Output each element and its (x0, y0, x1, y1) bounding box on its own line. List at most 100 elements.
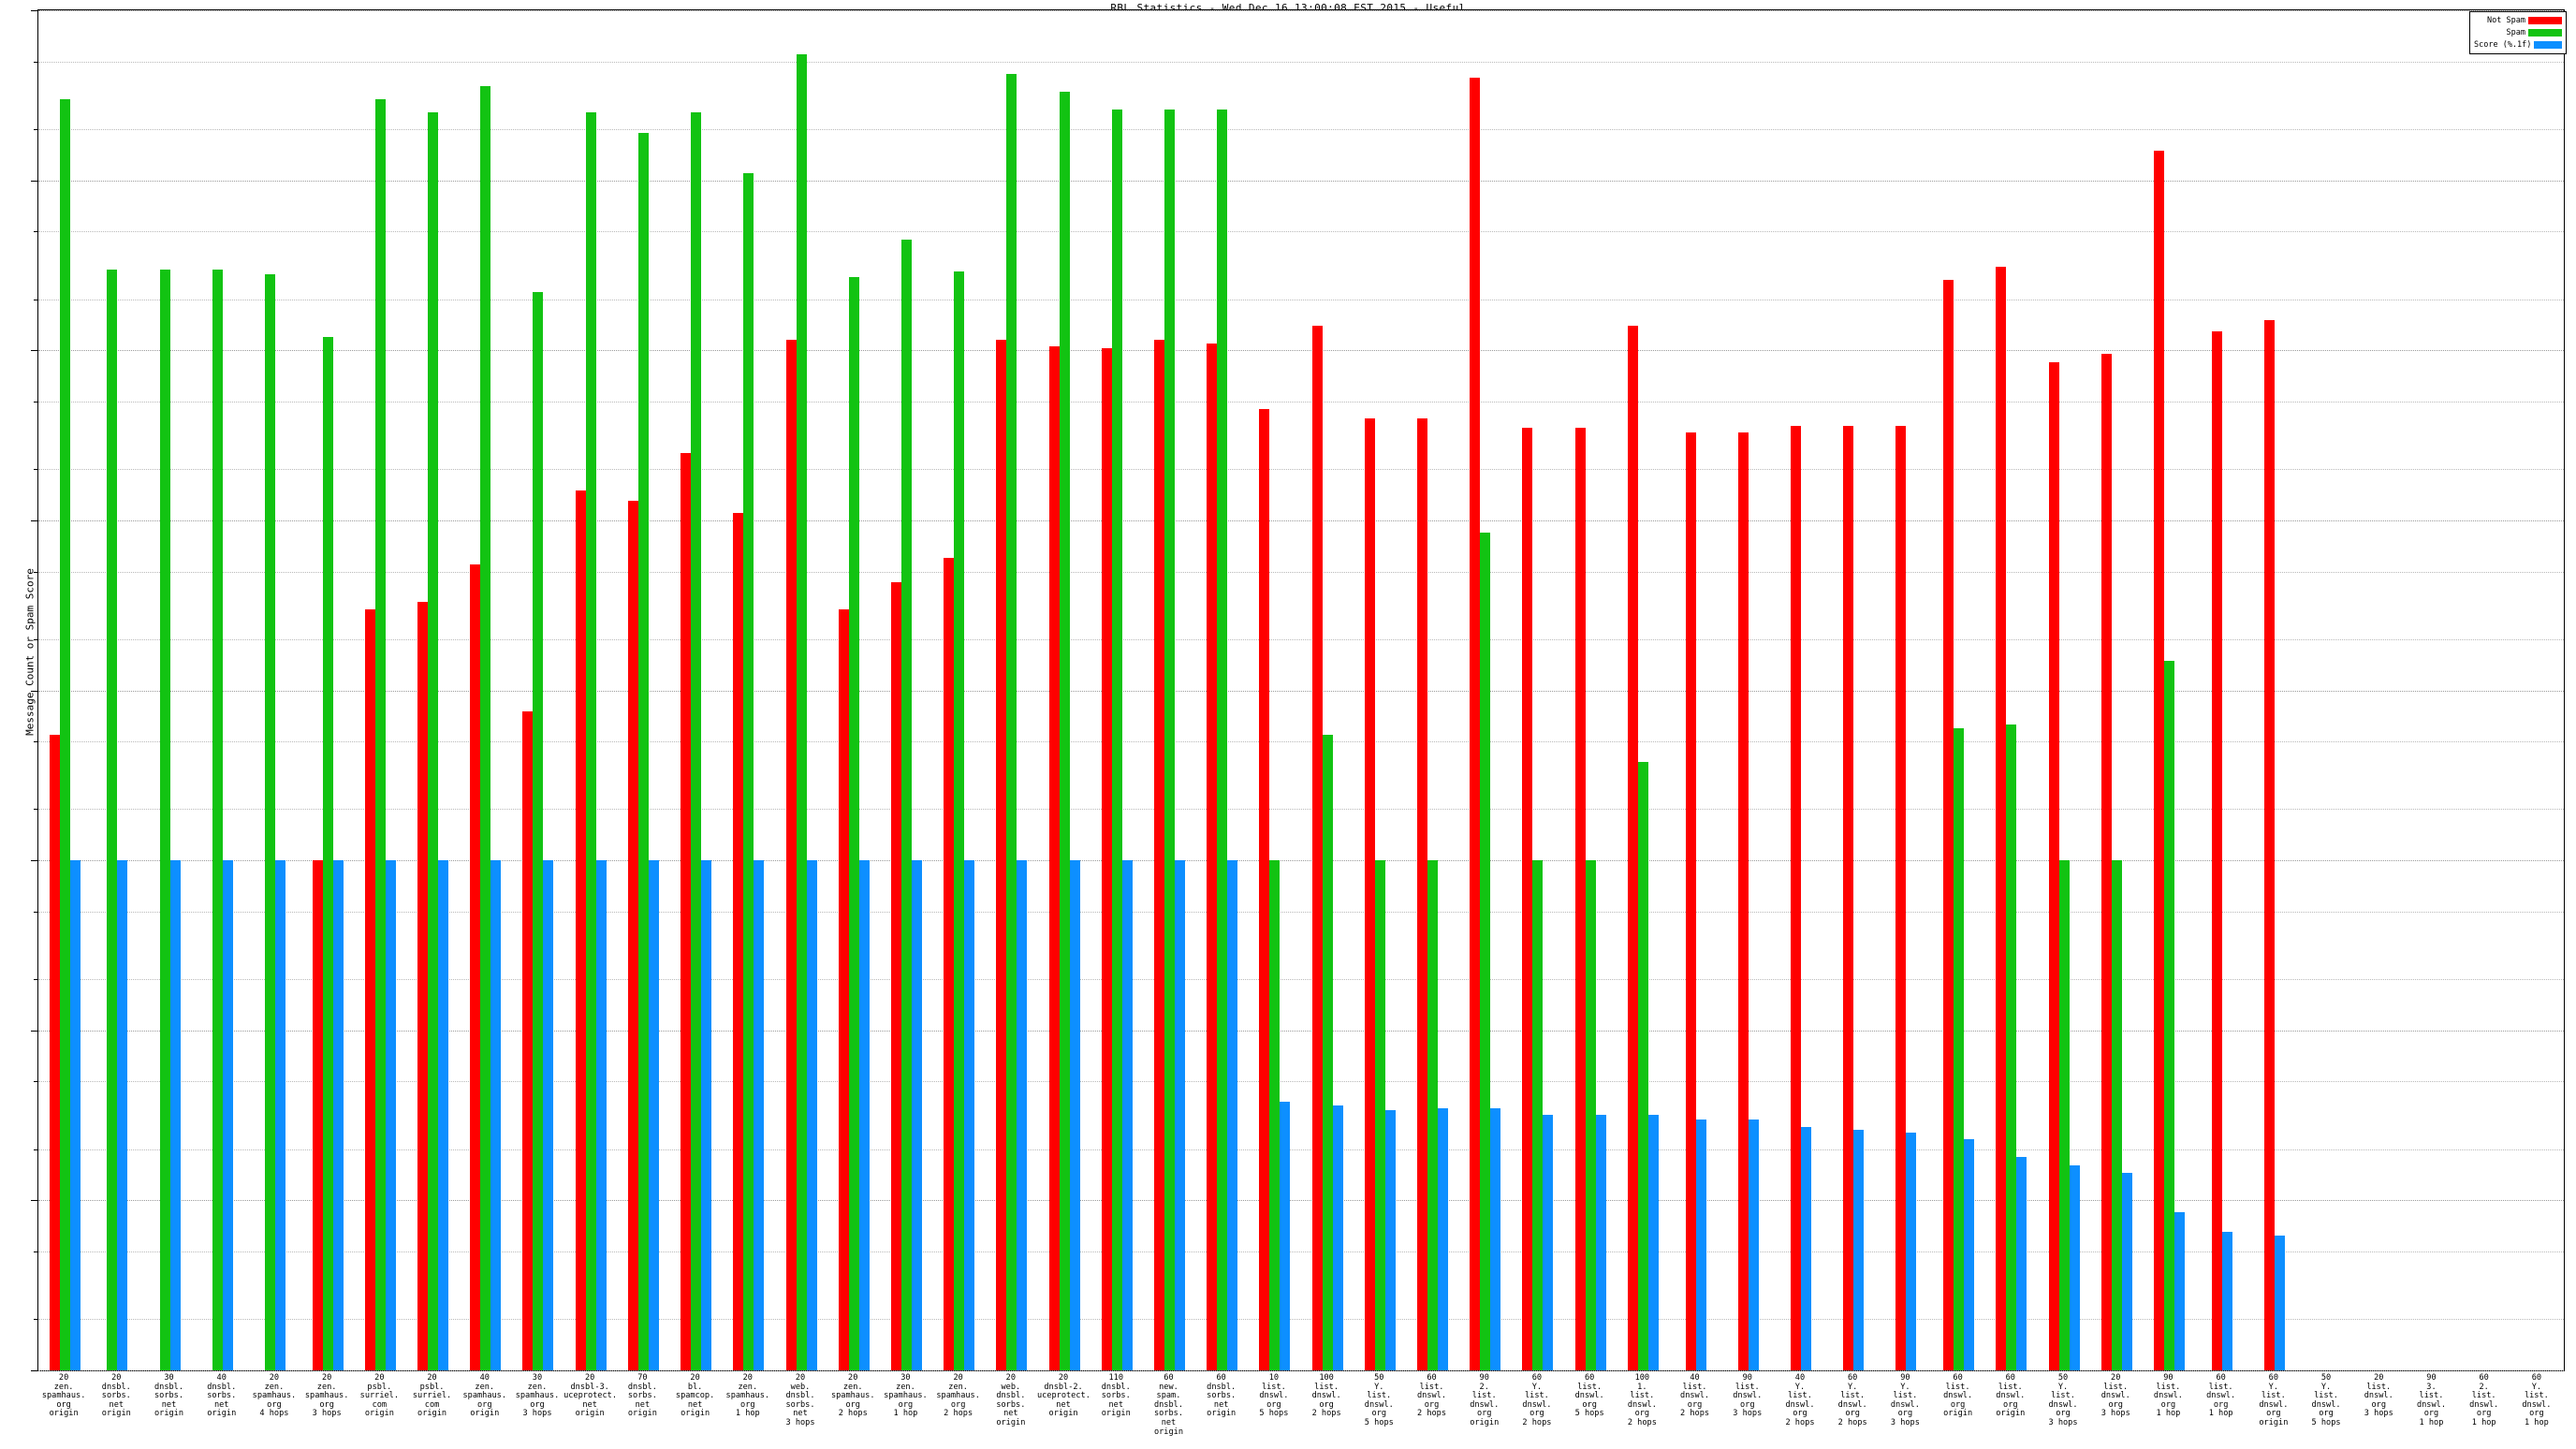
bar-spam (480, 85, 491, 1370)
bar-notspam (890, 582, 901, 1370)
x-tick-label: 60 list. dnswl. org origin (1943, 1373, 1973, 1419)
bar-spam (1427, 860, 1439, 1370)
bar-spam (374, 98, 386, 1370)
x-tick-label: 60 dnsbl. sorbs. net origin (1207, 1373, 1237, 1419)
x-tick-label: 60 list. dnswl. org 1 hop (2206, 1373, 2236, 1419)
bar-score (2121, 1173, 2132, 1370)
bar-spam (107, 269, 118, 1370)
gridline-major (38, 520, 2564, 521)
bar-spam (2006, 724, 2017, 1370)
bar-score (117, 860, 128, 1370)
bar-notspam (944, 558, 955, 1370)
bar-notspam (1101, 347, 1112, 1370)
bar-score (438, 860, 449, 1370)
legend-label-spam: Spam (2506, 27, 2525, 37)
y-tick (31, 350, 38, 352)
legend-item-score: Score (%.1f) (2474, 39, 2562, 50)
y-tick (34, 61, 38, 63)
bar-score (595, 860, 607, 1370)
legend-label-score: Score (%.1f) (2474, 39, 2532, 50)
gridline-minor (38, 469, 2564, 471)
gridline-minor (38, 638, 2564, 640)
y-tick (34, 1149, 38, 1150)
gridline-minor (38, 128, 2564, 130)
x-tick-label: 100 1. list. dnswl. org 2 hops (1627, 1373, 1657, 1427)
bar-score (1906, 1133, 1917, 1370)
bar-score (1490, 1107, 1501, 1370)
bar-notspam (2100, 354, 2112, 1370)
bar-notspam (2263, 320, 2275, 1370)
bar-notspam (1627, 325, 1638, 1370)
x-tick-label: 60 list. dnswl. org 2 hops (1416, 1373, 1447, 1419)
y-tick (31, 860, 38, 862)
bar-score (1069, 860, 1080, 1370)
x-tick-label: 60 2. list. dnswl. org 1 hop (2469, 1373, 2499, 1427)
y-tick (34, 469, 38, 471)
x-tick-label: 110 dnsbl. sorbs. net origin (1101, 1373, 1131, 1419)
bar-score (1595, 1114, 1606, 1370)
bar-score (1748, 1119, 1759, 1370)
bar-notspam (838, 608, 849, 1370)
bar-score (1853, 1130, 1865, 1370)
bar-score (2016, 1157, 2027, 1370)
bar-notspam (2211, 330, 2222, 1370)
x-tick-label: 50 Y. list. dnswl. org 5 hops (1364, 1373, 1394, 1427)
bar-notspam (312, 860, 323, 1370)
gridline-major (38, 690, 2564, 692)
bar-spam (585, 112, 596, 1370)
bar-score (2174, 1212, 2185, 1370)
bar-notspam (1470, 78, 1481, 1370)
bar-notspam (733, 513, 744, 1370)
bar-notspam (627, 501, 638, 1370)
y-tick (34, 809, 38, 811)
bar-score (332, 860, 344, 1370)
x-tick-label: 60 Y. list. dnswl. org origin (2259, 1373, 2289, 1427)
bar-spam (59, 98, 70, 1370)
bar-score (911, 860, 922, 1370)
x-tick-label: 20 list. dnswl. org 3 hops (2100, 1373, 2130, 1419)
bar-score (2274, 1236, 2285, 1370)
bar-score (1017, 860, 1028, 1370)
x-tick-label: 70 dnsbl. sorbs. net origin (627, 1373, 657, 1419)
y-tick (34, 128, 38, 130)
y-tick (34, 638, 38, 640)
x-tick-label: 20 zen. spamhaus. org 4 hops (252, 1373, 297, 1419)
gridline-minor (38, 231, 2564, 233)
gridline-major (38, 1200, 2564, 1202)
legend-label-notspam: Not Spam (2487, 15, 2525, 25)
bar-score (69, 860, 80, 1370)
gridline-major (38, 180, 2564, 182)
bar-score (169, 860, 181, 1370)
bar-spam (2058, 860, 2070, 1370)
x-tick-label: 20 zen. spamhaus. org 1 hop (725, 1373, 770, 1419)
x-tick-label: 10 list. dnswl. org 5 hops (1259, 1373, 1289, 1419)
gridline-minor (38, 979, 2564, 981)
y-tick (31, 180, 38, 182)
bar-spam (212, 269, 223, 1370)
bar-notspam (1207, 343, 1218, 1370)
bar-notspam (575, 490, 586, 1370)
bar-notspam (1790, 425, 1801, 1370)
x-tick-label: 90 Y. list. dnswl. org 3 hops (1890, 1373, 1920, 1427)
bar-score (490, 860, 502, 1370)
bar-notspam (1417, 417, 1428, 1370)
bar-notspam (470, 564, 481, 1370)
bar-notspam (364, 608, 375, 1370)
bar-spam (637, 133, 649, 1370)
gridline-minor (38, 809, 2564, 811)
gridline-minor (38, 1251, 2564, 1253)
x-tick-label: 60 new. spam. dnsbl. sorbs. net origin (1153, 1373, 1183, 1437)
y-tick (34, 1319, 38, 1321)
bar-score (1800, 1127, 1811, 1370)
y-tick (31, 10, 38, 11)
x-axis-labels: 20 zen. spamhaus. org origin 20 dnsbl. so… (37, 1373, 2565, 1449)
x-tick-label: 20 dnsbl. sorbs. net origin (101, 1373, 131, 1419)
bar-notspam (1737, 432, 1749, 1370)
bar-score (1280, 1102, 1291, 1370)
x-tick-label: 90 list. dnswl. org 1 hop (2153, 1373, 2183, 1419)
bar-spam (1006, 74, 1017, 1370)
bar-spam (1480, 532, 1491, 1370)
bar-spam (428, 112, 439, 1370)
y-tick (31, 1370, 38, 1371)
